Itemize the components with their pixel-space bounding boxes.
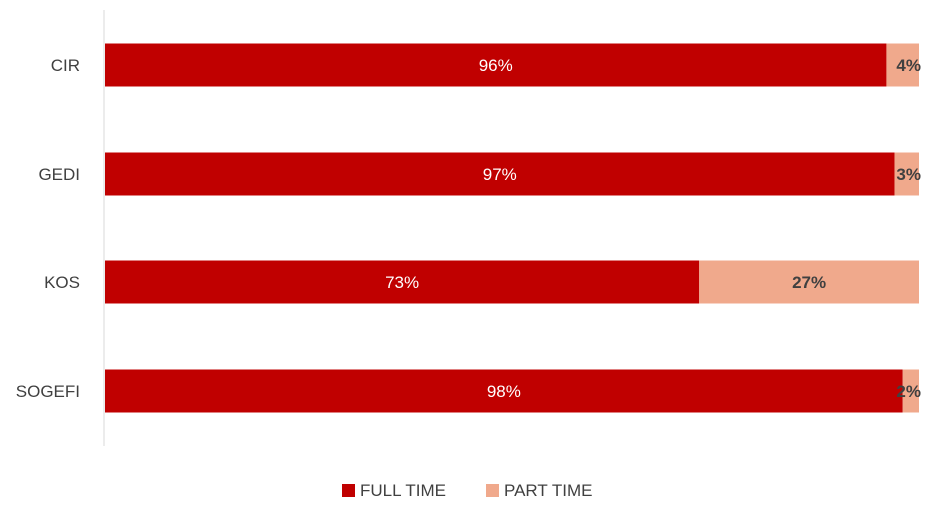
data-label-part-time-kos: 27% xyxy=(792,273,826,292)
data-label-full-time-gedi: 97% xyxy=(483,165,517,184)
data-label-full-time-kos: 73% xyxy=(385,273,419,292)
legend-swatch-part-time xyxy=(486,484,499,497)
data-label-full-time-sogefi: 98% xyxy=(487,382,521,401)
bar-part-time-cir xyxy=(886,43,919,87)
legend-label-part-time: PART TIME xyxy=(504,481,593,500)
bar-full-time-kos xyxy=(105,260,700,304)
category-label-gedi: GEDI xyxy=(38,165,80,184)
data-label-full-time-cir: 96% xyxy=(479,56,513,75)
bar-full-time-gedi xyxy=(105,152,895,196)
bar-part-time-gedi xyxy=(894,152,919,196)
legend-swatch-full-time xyxy=(342,484,355,497)
bar-full-time-cir xyxy=(105,43,887,87)
data-label-part-time-cir: 4% xyxy=(896,56,921,75)
category-label-sogefi: SOGEFI xyxy=(16,382,80,401)
bar-part-time-sogefi xyxy=(902,369,919,413)
category-label-cir: CIR xyxy=(51,56,80,75)
category-label-kos: KOS xyxy=(44,273,80,292)
data-label-part-time-sogefi: 2% xyxy=(896,382,921,401)
legend-label-full-time: FULL TIME xyxy=(360,481,446,500)
data-label-part-time-gedi: 3% xyxy=(896,165,921,184)
bar-full-time-sogefi xyxy=(105,369,903,413)
legend: FULL TIME PART TIME xyxy=(342,481,593,500)
bar-part-time-kos xyxy=(699,260,919,304)
bars-layer: CIR 96% 4% GEDI 97% 3% KOS 73% 27% SOGEFI 98% 2% xyxy=(16,43,921,413)
